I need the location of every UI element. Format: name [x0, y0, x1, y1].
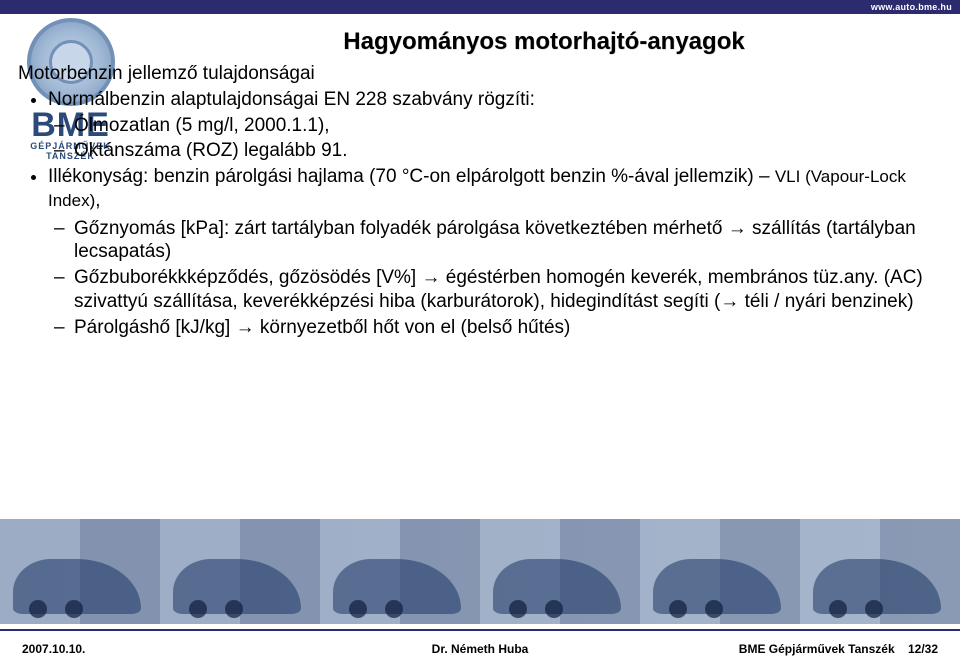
- bullet-1-sublist: Ólmozatlan (5 mg/l, 2000.1.1), Oktánszám…: [74, 114, 940, 164]
- footer-page: 12/32: [908, 642, 938, 656]
- bullet-2-body: benzin párolgási hajlama (70 °C-on elpár…: [154, 166, 775, 187]
- car-strip-decoration: [0, 519, 960, 624]
- arrow-icon: →: [720, 291, 739, 312]
- slide-title: Hagyományos motorhajtó-anyagok: [148, 28, 940, 56]
- bullet-1: Normálbenzin alaptulajdonságai EN 228 sz…: [48, 88, 940, 163]
- bullet-2d1: Gőznyomás [kPa]: zárt tartályban folyadé…: [74, 217, 940, 265]
- bullet-2: Illékonyság: benzin párolgási hajlama (7…: [48, 165, 940, 339]
- site-url: www.auto.bme.hu: [871, 2, 952, 12]
- bullet-2-comma: ,: [95, 190, 100, 211]
- bullet-1b: Oktánszáma (ROZ) legalább 91.: [74, 139, 940, 163]
- footer-date: 2007.10.10.: [22, 642, 85, 656]
- slide-content: Hagyományos motorhajtó-anyagok Motorbenz…: [148, 28, 940, 339]
- top-brand-bar: www.auto.bme.hu: [0, 0, 960, 14]
- main-bullet-list: Normálbenzin alaptulajdonságai EN 228 sz…: [48, 88, 940, 340]
- footer-right: BME Gépjárművek Tanszék 12/32: [739, 642, 938, 656]
- slide-footer: 2007.10.10. Dr. Németh Huba BME Gépjármű…: [0, 634, 960, 664]
- footer-rule: [0, 629, 960, 631]
- arrow-icon: →: [236, 317, 255, 338]
- bullet-2d2: Gőzbuborékkképződés, gőzösödés [V%] → ég…: [74, 266, 940, 314]
- bullet-2-sublist: Gőznyomás [kPa]: zárt tartályban folyadé…: [74, 217, 940, 340]
- footer-dept: BME Gépjárművek Tanszék: [739, 642, 895, 656]
- slide-intro: Motorbenzin jellemző tulajdonságai: [18, 62, 940, 86]
- arrow-icon: →: [421, 267, 440, 288]
- bullet-2-lead: Illékonyság:: [48, 166, 154, 187]
- arrow-icon: →: [728, 218, 747, 239]
- bullet-1-text: Normálbenzin alaptulajdonságai EN 228 sz…: [48, 89, 535, 110]
- bullet-2d3: Párolgáshő [kJ/kg] → környezetből hőt vo…: [74, 316, 940, 340]
- bullet-1a: Ólmozatlan (5 mg/l, 2000.1.1),: [74, 114, 940, 138]
